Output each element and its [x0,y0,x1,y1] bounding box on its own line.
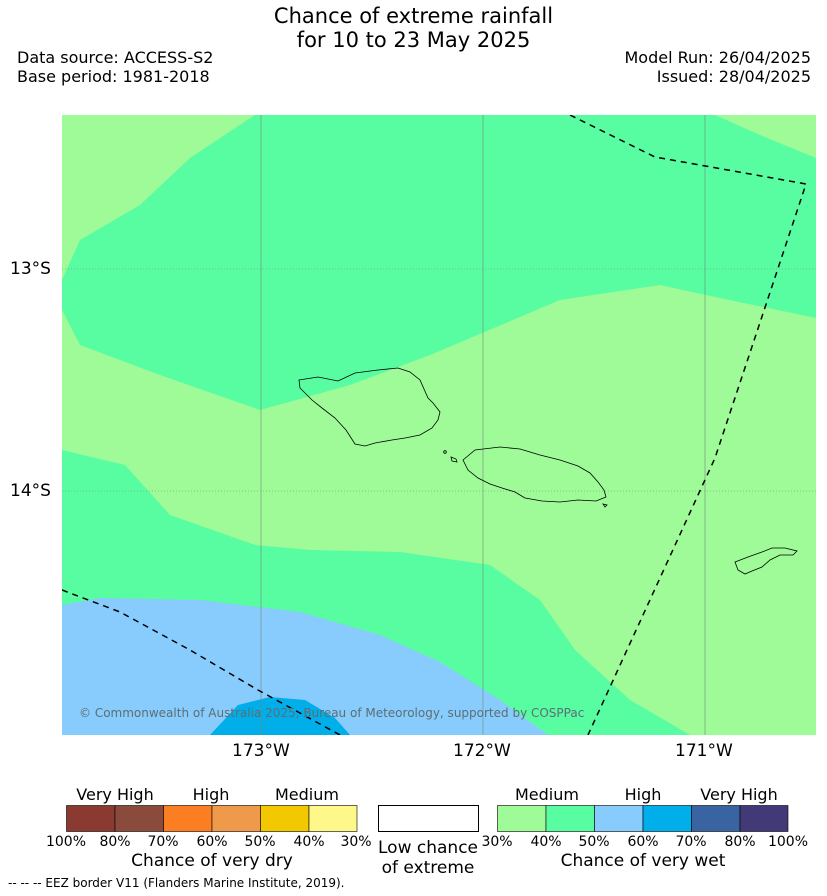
meta-right: Model Run: 26/04/2025 Issued: 28/04/2025 [625,48,812,86]
dry-swatch-4 [211,805,261,832]
map-title: Chance of extreme rainfall for 10 to 23 … [0,4,827,52]
dry-swatch-1 [66,805,116,832]
graticule [62,115,816,735]
probability-zones [62,115,816,735]
dry-tick-40: 40% [293,834,325,850]
dry-swatch-5 [260,805,310,832]
wet-tick-30: 30% [481,834,513,850]
wet-swatch-6 [739,805,789,832]
apolima-islet [450,456,458,463]
manono-islet [443,450,447,454]
lat-label-13s: 13°S [10,259,51,279]
zone-medium-center [62,285,816,735]
dry-header-medium: Medium [275,785,339,804]
dry-swatch-6 [308,805,358,832]
dry-tick-100: 100% [45,834,87,850]
zone-high-60 [62,598,548,735]
wet-tick-60: 60% [627,834,659,850]
zone-medium-topleft [62,115,255,280]
wet-swatch-5 [691,805,741,832]
wet-tick-80: 80% [724,834,756,850]
wet-swatch-2 [545,805,595,832]
neutral-caption: Low chance of extreme [368,838,488,878]
eez-border [62,115,807,735]
data-source: Data source: ACCESS-S2 [17,48,214,67]
zone-very-high-70 [210,697,350,735]
aleipata-islet [602,503,608,508]
zone-medium-topright [715,115,816,158]
lat-label-14s: 14°S [10,481,51,501]
dry-swatch-3 [163,805,213,832]
wet-caption: Chance of very wet [560,851,726,871]
tutuila-island [734,547,798,575]
wet-header-medium: Medium [515,785,579,804]
lon-label-172w: 172°W [453,741,511,761]
wet-header-high: High [624,785,662,804]
dry-tick-80: 80% [99,834,131,850]
dry-tick-30: 30% [340,834,372,850]
dry-header-very-high: Very High [76,785,154,804]
neutral-caption-line-2: of extreme [381,858,475,878]
upolu-island [462,446,607,503]
savaii-island [298,367,441,447]
title-line-2: for 10 to 23 May 2025 [296,28,531,52]
eez-footnote: -- -- -- EEZ border V11 (Flanders Marine… [8,876,345,890]
dry-tick-50: 50% [244,834,276,850]
wet-swatch-3 [594,805,644,832]
base-period: Base period: 1981-2018 [17,67,210,86]
title-line-1: Chance of extreme rainfall [273,4,554,28]
dry-colorbar [66,805,358,832]
lon-label-171w: 171°W [675,741,733,761]
wet-tick-70: 70% [675,834,707,850]
dry-swatch-2 [114,805,164,832]
wet-colorbar [497,805,789,832]
wet-header-very-high: Very High [700,785,778,804]
wet-swatch-1 [497,805,547,832]
model-run: Model Run: 26/04/2025 [624,48,812,67]
lon-label-173w: 173°W [232,741,290,761]
wet-swatch-4 [642,805,692,832]
issued-date: Issued: 28/04/2025 [656,67,811,86]
wet-tick-100: 100% [767,834,809,850]
dry-tick-60: 60% [196,834,228,850]
dry-tick-70: 70% [147,834,179,850]
copyright-notice: © Commonwealth of Australia 2025, Bureau… [79,706,585,720]
neutral-caption-line-1: Low chance [378,838,478,858]
wet-tick-40: 40% [530,834,562,850]
wet-tick-50: 50% [578,834,610,850]
neutral-swatch [378,805,479,832]
meta-left: Data source: ACCESS-S2 Base period: 1981… [17,48,213,86]
islands [298,367,798,575]
dry-caption: Chance of very dry [131,851,293,871]
dry-header-high: High [192,785,230,804]
